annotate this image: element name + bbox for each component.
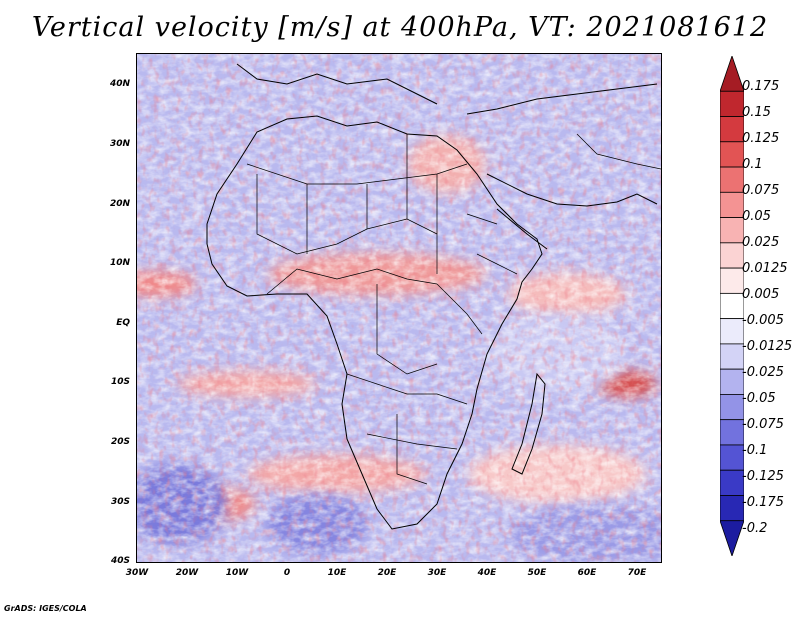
lon-tick-60e: 60E [577,568,597,578]
colorbar-label-neg-0.1: -0.1 [742,443,768,458]
colorbar-label-0.025: 0.025 [742,235,780,250]
country-borders [246,133,661,485]
colorbar-label-0.0125: 0.0125 [742,261,788,276]
lon-tick-40e: 40E [477,568,497,578]
colorbar-segment [720,419,744,446]
colorbar-label-0.05: 0.05 [742,209,771,224]
colorbar-label-0.1: 0.1 [742,157,763,172]
lat-tick-10n: 10N [109,258,130,268]
lat-tick-40s: 40S [110,556,130,566]
colorbar-segment [720,217,744,244]
colorbar-label-neg-0.175: -0.175 [742,495,784,510]
lon-tick-70e: 70E [627,568,647,578]
lon-tick-10w: 10W [225,568,249,578]
colorbar-segment [720,242,744,269]
colorbar-segment [720,292,744,320]
colorbar-label-neg-0.0125: -0.0125 [742,339,793,354]
colorbar-segment [720,368,744,395]
colorbar-segment [720,469,744,496]
lat-tick-40n: 40N [109,79,130,89]
lat-tick-30s: 30S [110,497,130,507]
colorbar-label-neg-0.125: -0.125 [742,469,784,484]
colorbar-label-neg-0.2: -0.2 [742,521,768,536]
colorbar-label-0.15: 0.15 [742,105,771,120]
colorbar-label-neg-0.025: -0.025 [742,365,784,380]
colorbar-segment [720,444,744,471]
lon-tick-10e: 10E [327,568,347,578]
colorbar-segment [720,141,744,168]
lat-tick-20n: 20N [109,199,130,209]
coastlines [206,63,658,530]
lon-tick-30w: 30W [125,568,149,578]
colorbar-segment [720,343,744,370]
colorbar-segment [720,495,744,522]
map-panel [136,53,662,563]
colorbar-top-arrow [720,56,744,92]
lat-tick-10s: 10S [110,377,130,387]
colorbar-label-neg-0.075: -0.075 [742,417,784,432]
colorbar-segment [720,166,744,193]
colorbar-segment [720,394,744,421]
lat-tick-30n: 30N [109,139,130,149]
colorbar-segment [720,90,744,117]
lat-tick-20s: 20S [110,437,130,447]
colorbar-label-0.005: 0.005 [742,287,780,302]
colorbar-label-neg-0.005: -0.005 [742,313,784,328]
colorbar-label-0.075: 0.075 [742,183,780,198]
map-title: Vertical velocity [m/s] at 400hPa, VT: 2… [31,12,769,43]
lon-tick-50e: 50E [527,568,547,578]
lat-tick-eq: EQ [116,318,130,328]
lon-tick-20e: 20E [377,568,397,578]
velocity-field [137,54,661,562]
footer-credit: GrADS: IGES/COLA [4,604,87,613]
lon-tick-0: 0 [283,568,291,578]
colorbar-label-0.175: 0.175 [742,79,780,94]
colorbar-label-neg-0.05: -0.05 [742,391,776,406]
colorbar-segment [720,318,744,345]
lon-tick-20w: 20W [175,568,199,578]
lon-tick-30e: 30E [427,568,447,578]
colorbar-bottom-arrow [720,520,744,556]
colorbar-segment [720,191,744,218]
colorbar-segment [720,116,744,143]
colorbar [720,56,744,556]
colorbar-segment [720,267,744,294]
colorbar-label-0.125: 0.125 [742,131,780,146]
